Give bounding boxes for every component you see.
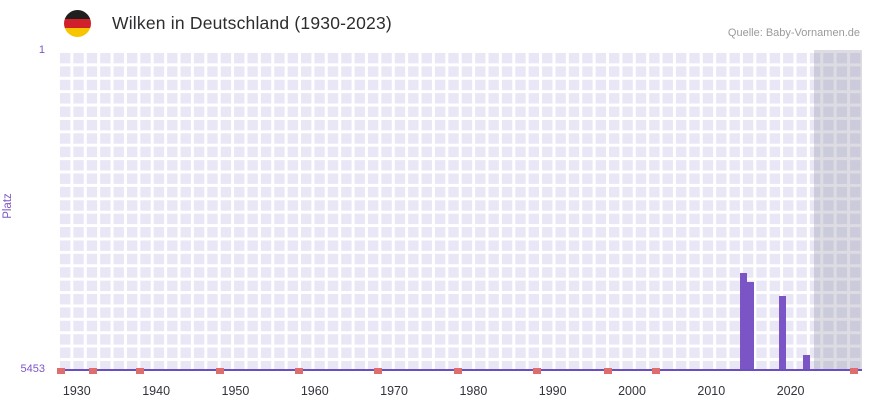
x-axis-tick-label: 1960 [300,384,329,398]
no-data-marker [604,368,613,374]
x-axis-tick-label: 1980 [459,384,488,398]
rank-bar[interactable] [779,296,787,370]
x-axis-tick-label: 1950 [221,384,250,398]
no-data-marker [532,368,541,374]
chart-header: Wilken in Deutschland (1930-2023) Quelle… [0,0,873,50]
x-axis-tick-label: 2000 [618,384,646,398]
x-axis-tick-label: 2010 [697,384,726,398]
shaded-region [814,50,862,370]
no-data-marker [453,368,462,374]
rank-bar[interactable] [802,355,810,370]
no-data-marker [294,368,303,374]
no-data-marker [88,368,97,374]
flag-stripe-gold [64,28,91,37]
x-axis-tick-label: 1930 [62,384,91,398]
no-data-marker [136,368,145,374]
plot-area [57,50,862,374]
no-data-marker [57,368,65,374]
no-data-marker [374,368,383,374]
page-title: Wilken in Deutschland (1930-2023) [112,13,392,33]
source-credit: Quelle: Baby-Vornamen.de [727,27,860,39]
no-data-marker [651,368,660,374]
x-axis-tick-label: 2020 [776,384,805,398]
x-axis-tick-label: 1940 [142,384,171,398]
x-axis-tick-label: 1970 [380,384,408,398]
y-axis-tick-top: 1 [38,44,45,56]
no-data-marker [215,368,224,374]
no-data-marker [850,368,859,374]
rank-bar[interactable] [747,281,755,370]
rank-bar[interactable] [739,272,747,370]
flag-stripe-black [64,10,91,19]
german-flag-icon [64,10,91,37]
x-axis-tick-label: 1990 [538,384,567,398]
y-axis-tick-bottom: 5453 [20,363,45,375]
x-axis: 1930 1940 1950 1960 1970 1980 1990 2000 2010 2020 [57,384,862,404]
flag-stripe-red [64,19,91,28]
y-axis-title: Platz [2,193,14,219]
